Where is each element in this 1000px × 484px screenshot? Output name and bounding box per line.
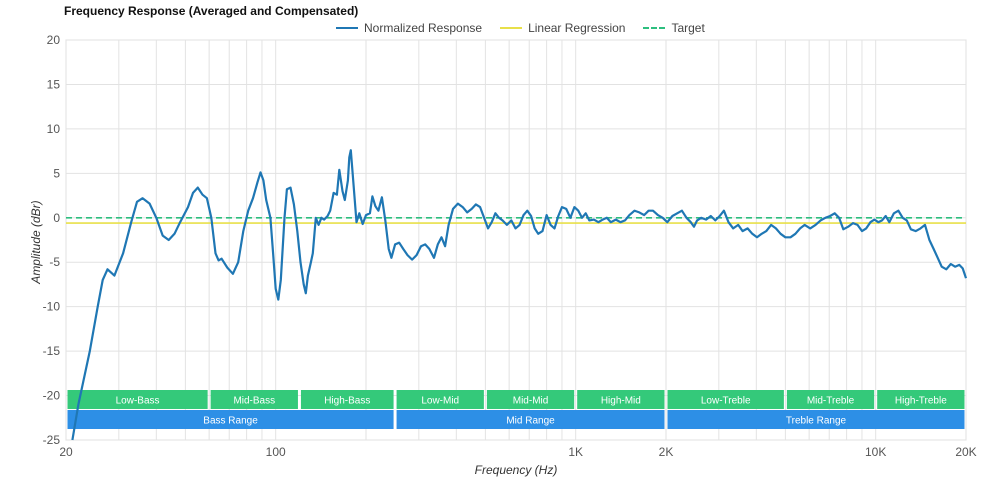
legend-item-linear-regression[interactable]: Linear Regression xyxy=(500,21,625,35)
y-tick-label: -25 xyxy=(43,433,61,447)
band-low-mid xyxy=(396,390,484,409)
series-lines xyxy=(66,149,968,441)
y-axis-label: Amplitude (dBr) xyxy=(29,200,43,284)
band-treble-range xyxy=(667,410,965,429)
band-low-bass xyxy=(67,390,208,409)
y-tick-label: -20 xyxy=(43,389,61,403)
band-low-treble xyxy=(667,390,784,409)
band-label: Mid-Treble xyxy=(807,396,855,407)
band-label: High-Mid xyxy=(601,396,641,407)
y-tick-label: 15 xyxy=(47,77,61,91)
legend-label-linear-regression: Linear Regression xyxy=(528,21,626,35)
x-tick-label: 20 xyxy=(59,445,73,459)
legend: Normalized Response Linear Regression Ta… xyxy=(336,21,705,35)
band-mid-bass xyxy=(210,390,298,409)
band-label: Low-Mid xyxy=(421,396,459,407)
legend-swatch-linear-regression xyxy=(500,27,523,29)
band-label: Bass Range xyxy=(203,416,258,427)
x-tick-label: 100 xyxy=(266,445,286,459)
band-label: Mid Range xyxy=(506,416,555,427)
band-label: Low-Bass xyxy=(116,396,160,407)
band-mid-range xyxy=(396,410,665,429)
band-label: Treble Range xyxy=(786,416,847,427)
band-high-bass xyxy=(300,390,394,409)
x-tick-label: 1K xyxy=(568,445,583,459)
frequency-bands: Low-Bass Mid-Bass High-Bass Low-Mid Mid-Mid H… xyxy=(67,390,965,429)
series-normalized-response xyxy=(71,149,968,441)
x-tick-label: 10K xyxy=(865,445,886,459)
legend-swatch-normalized-response xyxy=(336,27,358,29)
y-tick-label: 5 xyxy=(53,166,60,180)
legend-item-normalized-response[interactable]: Normalized Response xyxy=(336,21,482,35)
band-high-mid xyxy=(577,390,665,409)
plot-frame xyxy=(65,39,967,441)
band-label: Mid-Bass xyxy=(233,396,275,407)
y-tick-label: -5 xyxy=(49,255,60,269)
x-tick-label: 2K xyxy=(659,445,674,459)
legend-item-target[interactable]: Target xyxy=(643,21,705,35)
y-tick-label: 10 xyxy=(47,122,61,136)
legend-label-target: Target xyxy=(671,21,705,35)
y-tick-label: 20 xyxy=(47,33,61,47)
band-label: Mid-Mid xyxy=(513,396,549,407)
x-axis-label: Frequency (Hz) xyxy=(475,463,558,477)
legend-label-normalized-response: Normalized Response xyxy=(364,21,483,35)
band-label: Low-Treble xyxy=(701,396,751,407)
y-tick-label: -15 xyxy=(43,344,61,358)
band-bass-range xyxy=(67,410,394,429)
band-mid-mid xyxy=(486,390,575,409)
band-label: High-Bass xyxy=(324,396,370,407)
chart-title: Frequency Response (Averaged and Compens… xyxy=(64,4,359,18)
band-high-treble xyxy=(877,390,965,409)
y-tick-label: 0 xyxy=(53,211,60,225)
x-tick-label: 20K xyxy=(955,445,976,459)
band-mid-treble xyxy=(786,390,875,409)
band-label: High-Treble xyxy=(895,396,947,407)
legend-swatch-target xyxy=(643,27,666,29)
grid xyxy=(65,39,967,441)
y-tick-label: -10 xyxy=(43,300,61,314)
